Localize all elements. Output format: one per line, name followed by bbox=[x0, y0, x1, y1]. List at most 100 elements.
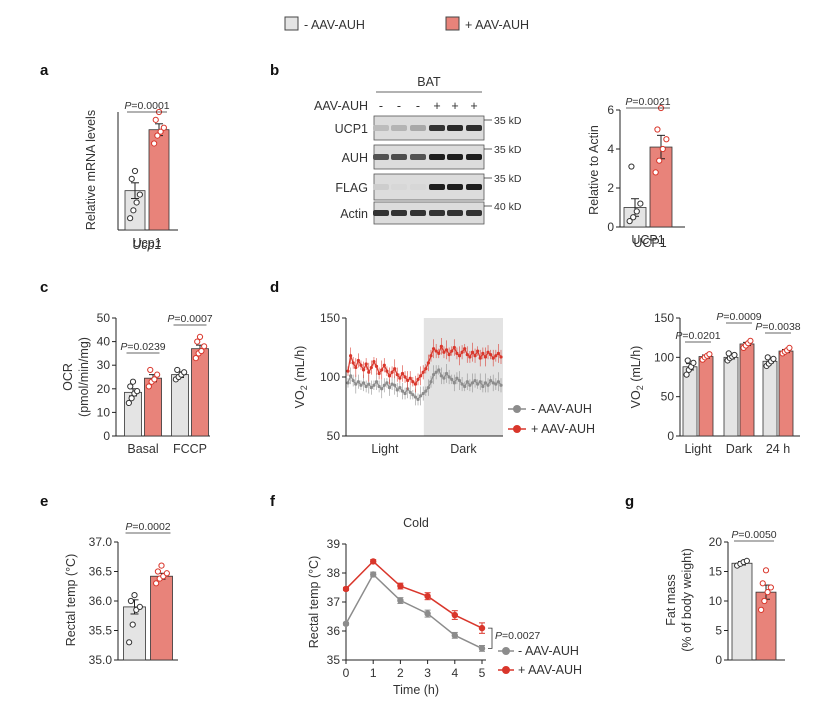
d-bar-bar bbox=[778, 350, 794, 437]
legend-label-auh: + AAV-AUH bbox=[465, 18, 529, 32]
b-quant-ytick-label: 2 bbox=[607, 181, 614, 195]
b-quant-data-point bbox=[663, 136, 670, 143]
f-series-point bbox=[397, 582, 404, 590]
d-series-point bbox=[442, 376, 446, 380]
g-data-point bbox=[764, 589, 771, 596]
d-series-point bbox=[465, 380, 469, 384]
a-data-point bbox=[151, 140, 158, 147]
c-ytick-label: 30 bbox=[97, 358, 111, 372]
blot-band bbox=[429, 154, 445, 160]
legend-swatch-ctrl bbox=[284, 16, 299, 31]
d-series-point bbox=[465, 352, 469, 357]
e-bar bbox=[150, 575, 173, 661]
b-quant-ytick-label: 4 bbox=[607, 142, 614, 156]
c-data-point bbox=[181, 369, 188, 376]
d-series-point bbox=[437, 351, 441, 355]
d-series-point bbox=[429, 354, 433, 358]
d-series-point bbox=[374, 380, 379, 384]
d-series-point bbox=[455, 351, 459, 355]
d-series-point bbox=[354, 365, 358, 370]
d-bar-data-point bbox=[786, 344, 793, 351]
d-series-point bbox=[486, 350, 490, 354]
d-series-point bbox=[419, 394, 423, 398]
b-quant-data-point bbox=[630, 214, 637, 221]
c-data-point bbox=[198, 347, 205, 355]
d-series-point bbox=[416, 377, 420, 381]
d-series-point bbox=[481, 384, 485, 389]
d-series-point bbox=[382, 363, 386, 367]
blot-band bbox=[391, 210, 407, 216]
g-y-label: Fat mass (% of body weight) bbox=[664, 548, 694, 652]
blot-band bbox=[466, 210, 482, 216]
d-series-point bbox=[390, 382, 394, 386]
d-bar-pvalue-text: P=0.0038 bbox=[755, 321, 800, 333]
g-data-point bbox=[759, 580, 766, 587]
f-ytick-label: 39 bbox=[327, 537, 341, 551]
f-ytick-label: 38 bbox=[327, 566, 341, 580]
legend-label-ctrl: - AAV-AUH bbox=[304, 18, 365, 32]
blot-band bbox=[429, 125, 445, 131]
db-y-label: VO2 (mL/h) bbox=[629, 346, 645, 409]
d-series-point bbox=[444, 348, 449, 352]
f-series-point bbox=[342, 620, 350, 627]
d-bar-data-point bbox=[690, 359, 697, 366]
d-bar-data-point bbox=[731, 351, 738, 359]
d-series-point bbox=[348, 354, 353, 358]
d-series-point bbox=[406, 378, 410, 383]
blot-band bbox=[429, 210, 445, 216]
f-y-label: Rectal temp (°C) bbox=[307, 556, 321, 649]
blot-band bbox=[447, 154, 463, 160]
d-bar-data-point bbox=[725, 350, 732, 357]
vo2-time-line-chart: 50 100 150 Light Dark VO2 (mL/h) - AAV-AUH + AA… bbox=[293, 311, 595, 456]
c-pvalue-text: P=0.0007 bbox=[167, 313, 212, 325]
d-series-point bbox=[411, 380, 415, 384]
f-ytick-label: 36 bbox=[327, 624, 341, 638]
bq-y-label: Relative to Actin bbox=[587, 125, 601, 215]
d-ytick-label: 100 bbox=[320, 370, 340, 384]
d-series-point bbox=[442, 350, 446, 354]
b-quant-data-point bbox=[633, 208, 640, 215]
blot-band bbox=[410, 154, 426, 160]
blot-band bbox=[410, 210, 426, 216]
c-data-point bbox=[192, 355, 199, 362]
d-series-point bbox=[486, 383, 490, 387]
b-quant-group-label: UCP1 bbox=[631, 233, 664, 247]
f-xtick-label: 0 bbox=[343, 666, 350, 680]
d-series-point bbox=[421, 391, 425, 396]
blot-row-name: Actin bbox=[340, 207, 368, 221]
g-data-point bbox=[758, 606, 765, 613]
c-bar bbox=[171, 374, 189, 437]
c-pvalue-text: P=0.0239 bbox=[120, 341, 165, 353]
e-ytick-label: 35.5 bbox=[89, 624, 113, 638]
d-series-point bbox=[489, 352, 493, 357]
d-series-point bbox=[447, 352, 451, 357]
d-series-point bbox=[483, 355, 488, 359]
f-pvalue-text: P=0.0027 bbox=[495, 630, 540, 642]
blot-kd-label: 40 kD bbox=[494, 201, 522, 213]
d-series-point bbox=[431, 373, 436, 377]
blot-lane-label: - bbox=[397, 99, 401, 113]
f-legend-label: + AAV-AUH bbox=[518, 663, 582, 677]
d-series-point bbox=[499, 355, 503, 359]
blot-row-name: AUH bbox=[342, 151, 368, 165]
d-bar-ytick-label: 0 bbox=[667, 429, 674, 443]
g-ytick-label: 5 bbox=[715, 624, 722, 638]
d-series-point bbox=[408, 376, 412, 380]
d-x-label-dark: Dark bbox=[450, 442, 477, 456]
d-series-point bbox=[460, 382, 464, 386]
d-series-point bbox=[374, 364, 379, 368]
c-data-point bbox=[127, 383, 134, 390]
c-data-point bbox=[125, 399, 132, 407]
g-bar bbox=[731, 562, 753, 661]
f-ytick-label: 35 bbox=[327, 653, 341, 667]
d-series-point bbox=[470, 381, 475, 385]
d-series-point bbox=[431, 347, 436, 351]
f-xtick-label: 4 bbox=[451, 666, 458, 680]
d-series-point bbox=[437, 368, 441, 372]
b-quant-data-point bbox=[654, 126, 661, 133]
blot-band bbox=[466, 184, 482, 190]
d-series-point bbox=[413, 395, 418, 399]
top-legend: - AAV-AUH + AAV-AUH bbox=[284, 16, 529, 32]
